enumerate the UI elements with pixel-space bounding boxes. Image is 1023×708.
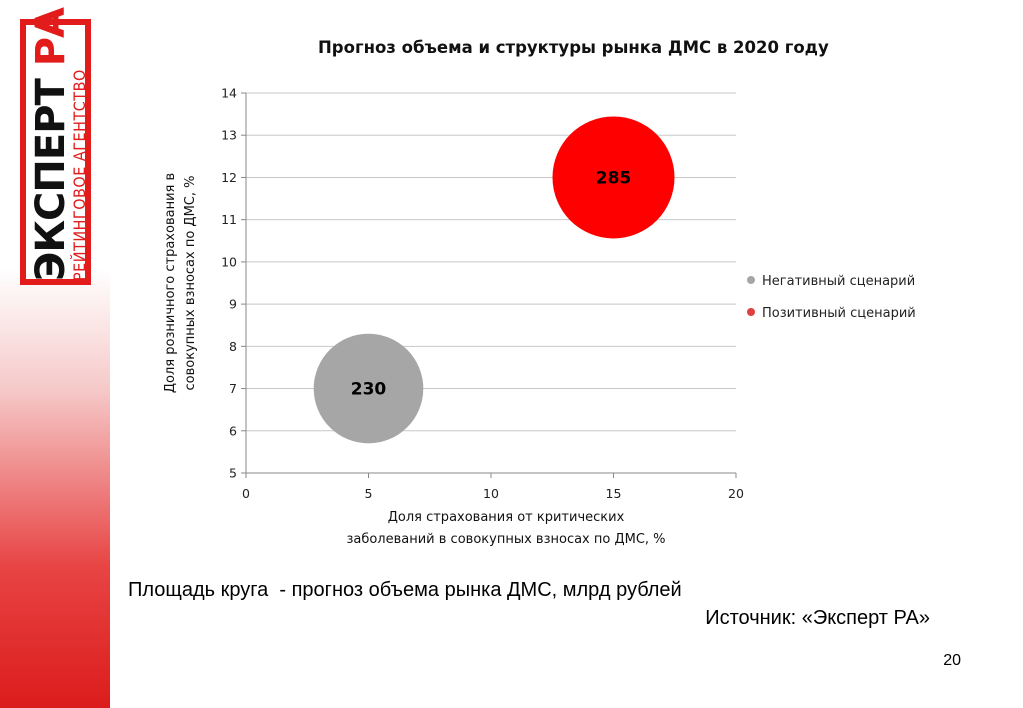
y-tick-labels: 5 6 7 8 9 10 11 12 13 14 xyxy=(221,86,237,481)
source-note: Источник: «Эксперт РА» xyxy=(705,607,930,629)
logo-background: ЭКСПЕРТ РА РЕЙТИНГОВОЕ АГЕНТСТВО xyxy=(26,8,89,281)
bubble-1 xyxy=(313,333,424,444)
y-tick-label-7: 7 xyxy=(229,381,237,396)
y-tick-label-5: 5 xyxy=(229,466,237,481)
x-tick-label-5: 5 xyxy=(365,486,373,501)
y-tick-label-13: 13 xyxy=(221,128,237,143)
legend: Негативный сценарий Позитивный сценарий xyxy=(747,274,916,321)
logo: ЭКСПЕРТ РА РЕЙТИНГОВОЕ АГЕНТСТВО xyxy=(20,8,91,285)
bubble-size-note: Площадь круга - прогноз объема рынка ДМС… xyxy=(128,579,682,601)
chart-title: Прогноз объема и структуры рынка ДМС в 2… xyxy=(318,38,829,57)
bubble-label-1: 230 xyxy=(351,380,387,400)
y-tick-label-6: 6 xyxy=(229,423,237,438)
y-axis-title-line-2: совокупных взносах по ДМС, % xyxy=(183,176,198,391)
y-axis-title: Доля розничного страхования в совокупных … xyxy=(163,173,198,393)
page-number: 20 xyxy=(943,652,961,669)
y-tick-label-8: 8 xyxy=(229,339,237,354)
bubbles: 230 285 xyxy=(313,116,675,444)
y-tick-label-10: 10 xyxy=(221,254,237,269)
y-tick-label-9: 9 xyxy=(229,297,237,312)
legend-entry-2: Позитивный сценарий xyxy=(762,306,916,321)
legend-entry-1: Негативный сценарий xyxy=(762,274,915,289)
x-axis-title: Доля страхования от критических заболеван… xyxy=(346,510,665,547)
x-tick-label-0: 0 xyxy=(242,486,250,501)
x-tick-labels: 0 5 10 15 20 xyxy=(242,486,744,501)
axes xyxy=(241,92,737,478)
bubble-2 xyxy=(552,116,675,239)
x-tick-label-10: 10 xyxy=(483,486,499,501)
y-tick-label-14: 14 xyxy=(221,86,237,101)
y-tick-label-11: 11 xyxy=(221,212,237,227)
legend-marker-2 xyxy=(747,308,755,316)
legend-marker-1 xyxy=(747,276,755,284)
x-tick-label-15: 15 xyxy=(606,486,622,501)
bubble-label-2: 285 xyxy=(596,168,632,188)
y-axis-title-line-1: Доля розничного страхования в xyxy=(163,173,178,393)
x-axis-title-line-1: Доля страхования от критических xyxy=(388,510,625,525)
x-tick-label-20: 20 xyxy=(728,486,744,501)
y-tick-label-12: 12 xyxy=(221,170,237,185)
x-axis-title-line-2: заболеваний в совокупных взносах по ДМС,… xyxy=(346,532,665,547)
